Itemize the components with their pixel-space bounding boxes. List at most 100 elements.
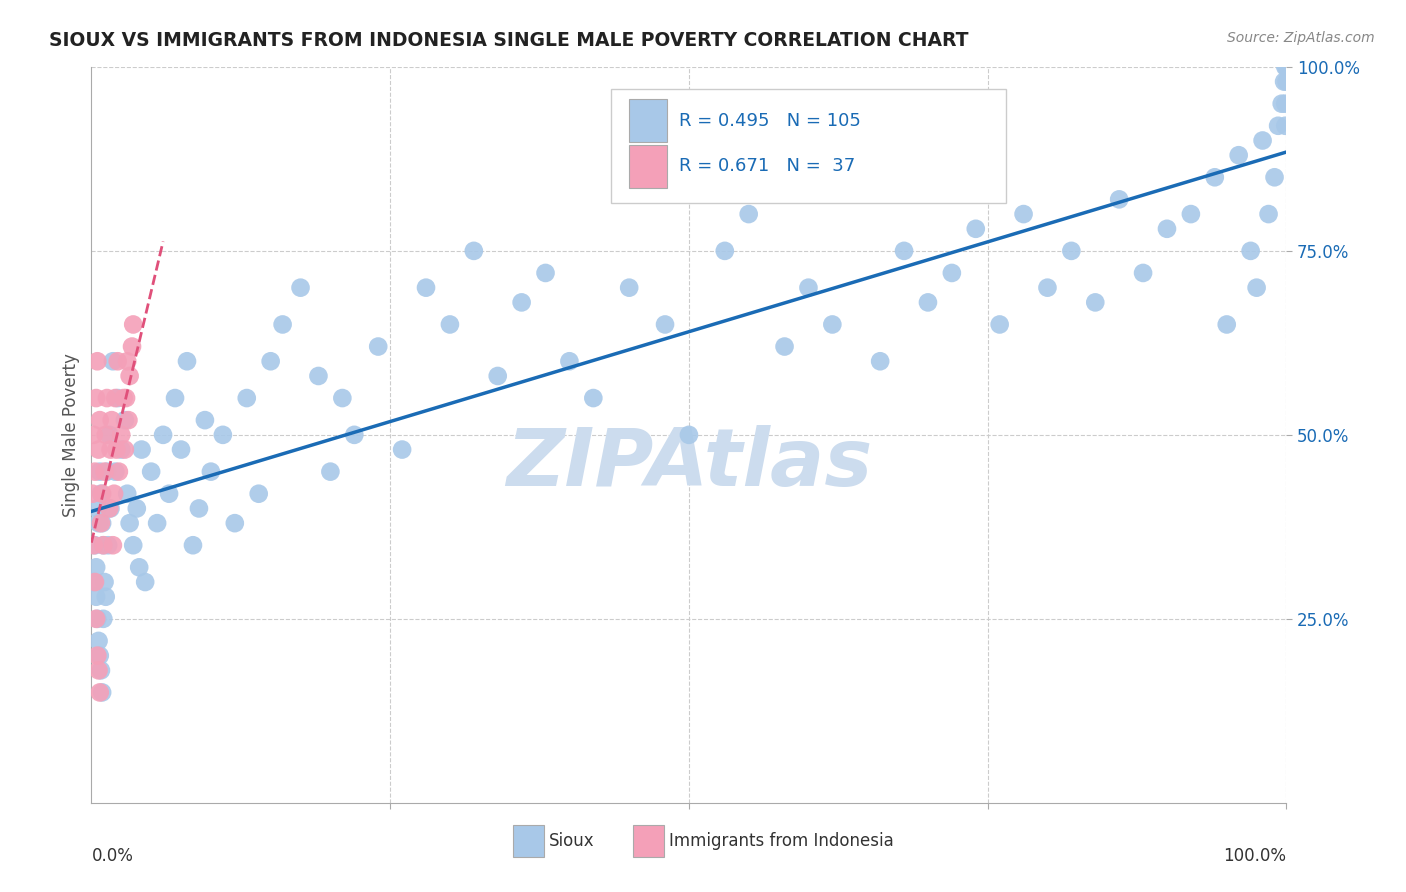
Point [110, 427, 132, 442]
Point [821, 318, 844, 332]
Point [235, 391, 259, 405]
Point [115, 391, 138, 405]
Text: Source: ZipAtlas.com: Source: ZipAtlas.com [1227, 31, 1375, 45]
Point [91, 685, 114, 699]
Point [90, 487, 112, 501]
Point [96, 391, 118, 405]
Point [737, 207, 759, 221]
Point [200, 465, 222, 479]
Point [1246, 281, 1268, 295]
Point [486, 369, 509, 384]
Point [83, 538, 105, 552]
Point [83, 427, 105, 442]
Point [107, 391, 129, 405]
Point [86, 612, 108, 626]
Point [98, 427, 121, 442]
Text: R = 0.495   N = 105: R = 0.495 N = 105 [679, 112, 862, 129]
Point [83, 575, 105, 590]
FancyBboxPatch shape [513, 825, 544, 857]
Point [125, 501, 148, 516]
Point [141, 465, 162, 479]
Point [1271, 96, 1294, 111]
Point [90, 516, 112, 530]
Point [893, 244, 915, 258]
Point [1012, 207, 1035, 221]
Point [1267, 119, 1289, 133]
Point [1132, 266, 1154, 280]
Point [714, 244, 737, 258]
Point [115, 487, 138, 501]
Point [87, 633, 110, 648]
Point [84, 465, 107, 479]
Point [271, 318, 294, 332]
Point [107, 354, 129, 368]
Point [94, 590, 117, 604]
Point [290, 281, 312, 295]
Point [101, 538, 124, 552]
Point [319, 465, 342, 479]
Text: Immigrants from Indonesia: Immigrants from Indonesia [669, 832, 893, 850]
Point [439, 318, 461, 332]
Point [84, 560, 107, 574]
Point [1215, 318, 1237, 332]
Point [391, 442, 413, 457]
Point [96, 465, 118, 479]
Point [100, 442, 122, 457]
Point [619, 281, 641, 295]
Point [1084, 295, 1107, 310]
Point [98, 501, 121, 516]
Point [84, 590, 107, 604]
Point [122, 538, 145, 552]
Point [118, 369, 141, 384]
Point [194, 413, 217, 427]
Point [1274, 60, 1296, 74]
Point [678, 427, 700, 442]
Point [91, 516, 114, 530]
Point [152, 427, 174, 442]
Text: ZIPAtlas: ZIPAtlas [506, 425, 872, 503]
Point [91, 487, 114, 501]
Point [558, 354, 581, 368]
Point [1275, 74, 1298, 88]
Point [797, 281, 820, 295]
Point [84, 538, 107, 552]
Point [845, 170, 868, 185]
Point [86, 648, 108, 663]
Point [105, 442, 128, 457]
Point [112, 391, 135, 405]
Point [121, 340, 143, 354]
Point [1108, 193, 1130, 207]
Point [93, 465, 115, 479]
Point [1264, 170, 1286, 185]
Y-axis label: Single Male Poverty: Single Male Poverty [62, 353, 80, 516]
Point [89, 465, 111, 479]
FancyBboxPatch shape [630, 98, 668, 142]
Point [84, 391, 107, 405]
Point [89, 413, 111, 427]
Text: 100.0%: 100.0% [1223, 847, 1286, 864]
Point [122, 318, 145, 332]
Point [1204, 170, 1226, 185]
Point [415, 281, 437, 295]
FancyBboxPatch shape [633, 825, 664, 857]
Point [510, 295, 533, 310]
Point [176, 354, 198, 368]
Point [110, 442, 132, 457]
Point [115, 354, 138, 368]
Point [157, 487, 180, 501]
Point [211, 427, 233, 442]
Point [100, 501, 122, 516]
Point [247, 487, 270, 501]
Point [1251, 133, 1274, 147]
Point [1274, 96, 1296, 111]
Point [134, 575, 156, 590]
Point [86, 501, 108, 516]
Point [988, 318, 1011, 332]
FancyBboxPatch shape [612, 89, 1005, 203]
Text: Sioux: Sioux [550, 832, 595, 850]
Point [104, 465, 127, 479]
Point [343, 427, 366, 442]
Point [131, 442, 153, 457]
Point [86, 354, 108, 368]
Point [103, 487, 125, 501]
